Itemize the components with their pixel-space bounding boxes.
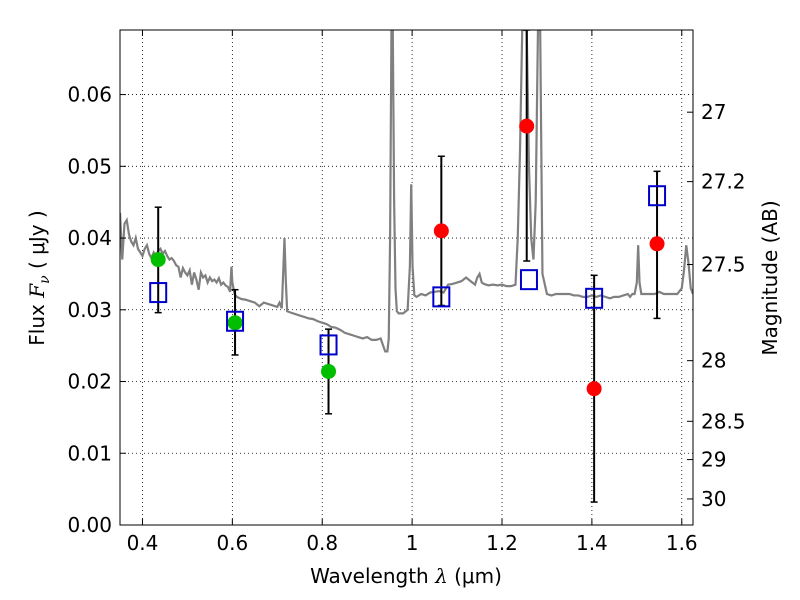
x-axis-label-unit: (μm) (448, 564, 502, 588)
data-point-circle (519, 118, 535, 134)
x-tick-label: 1.4 (576, 531, 608, 555)
y2-tick-label: 30 (701, 487, 726, 511)
model-point-square (585, 287, 604, 309)
y-axis-label-prefix: Flux (25, 298, 49, 346)
y-tick-label: 0.00 (67, 513, 112, 537)
x-tick-label: 0.6 (216, 531, 248, 555)
y-tick-labels: 0.00 0.01 0.02 0.03 0.04 0.05 0.06 (67, 83, 112, 537)
grid-lines (120, 30, 693, 526)
x-tick-label: 0.8 (306, 531, 338, 555)
y2-tick-label: 27 (701, 100, 726, 124)
y2-tick-label: 29 (701, 448, 726, 472)
y-axis-label: Flux Fν ( μJy ) (25, 210, 53, 345)
model-point-square (149, 282, 168, 304)
y2-tick-label: 27.5 (701, 253, 746, 277)
error-bars (154, 30, 661, 503)
data-point-circle (150, 252, 166, 268)
y-tick-label: 0.02 (67, 370, 112, 394)
model-spectrum-line (120, 30, 693, 353)
y-axis-label-subscript: ν (37, 275, 53, 284)
model-point-square (648, 185, 667, 207)
y-axis-label-unit: ( μJy ) (25, 210, 49, 275)
y2-tick-labels: 27 27.2 27.5 28 28.5 29 30 (701, 100, 746, 511)
data-point-circle (227, 315, 243, 331)
x-tick-label: 1 (406, 531, 419, 555)
data-point-circle (586, 381, 602, 397)
x-axis-label-symbol: λ (434, 564, 448, 588)
model-point-square (226, 310, 245, 332)
photometry-markers (149, 118, 667, 397)
x-tick-labels: 0.4 0.6 0.8 1 1.2 1.4 1.6 (127, 531, 698, 555)
x-axis-label-prefix: Wavelength (310, 564, 435, 588)
x-axis-label: Wavelength λ (μm) (310, 564, 502, 588)
y-tick-label: 0.06 (67, 83, 112, 107)
data-point-circle (321, 363, 337, 379)
x-tick-label: 1.2 (486, 531, 518, 555)
plot-frame (119, 29, 694, 526)
y-tick-label: 0.05 (67, 154, 112, 178)
y-tick-label: 0.03 (67, 298, 112, 322)
data-point-circle (433, 223, 449, 239)
y2-tick-label: 28 (701, 349, 726, 373)
model-point-square (432, 286, 451, 308)
y2-tick-label: 28.5 (701, 409, 746, 433)
y2-tick-label: 27.2 (701, 170, 746, 194)
x-tick-label: 1.6 (666, 531, 698, 555)
y-tick-label: 0.04 (67, 226, 112, 250)
model-point-square (319, 334, 338, 356)
data-point-circle (649, 236, 665, 252)
y-axis-label-symbol: F (25, 283, 49, 299)
axis-ticks (120, 30, 693, 526)
y-tick-label: 0.01 (67, 441, 112, 465)
model-point-square (519, 269, 538, 291)
y2-axis-label: Magnitude (AB) (758, 200, 782, 355)
x-tick-label: 0.4 (127, 531, 159, 555)
